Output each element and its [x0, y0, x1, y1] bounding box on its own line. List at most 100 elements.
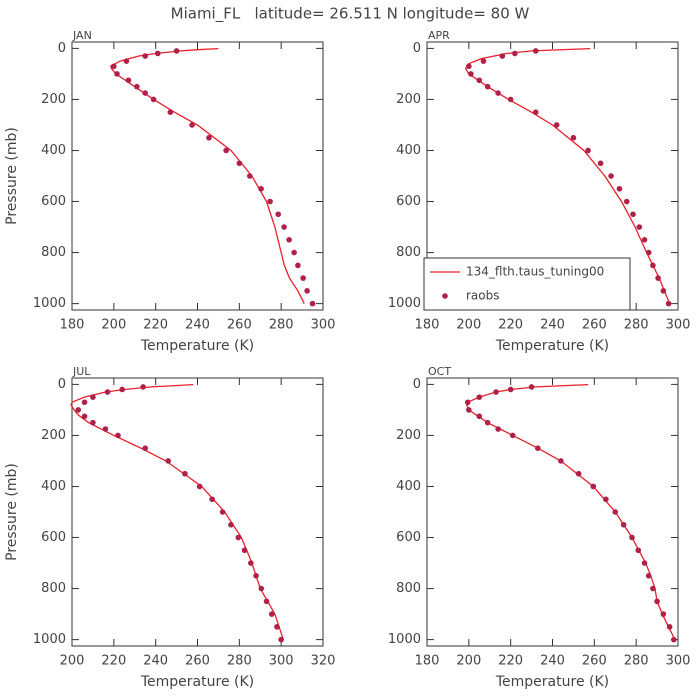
x-tick-label: 200	[456, 318, 481, 333]
obs-point	[278, 636, 284, 643]
y-tick-label: 0	[413, 41, 421, 56]
y-tick-label: 600	[396, 530, 421, 545]
obs-point	[466, 407, 472, 413]
obs-point	[90, 394, 96, 400]
obs-point	[660, 611, 667, 617]
obs-point	[142, 90, 149, 96]
obs-point	[645, 249, 652, 256]
obs-point	[495, 90, 501, 96]
profile-line	[70, 383, 284, 640]
obs-point	[476, 77, 483, 84]
x-tick-label: 280	[269, 318, 294, 333]
y-tick-label: 400	[396, 143, 421, 158]
obs-point	[532, 48, 539, 54]
panel: 180 200 220 240 260 280 300 0 200 400 600 800 1000 OC…	[388, 365, 691, 690]
x-tick-label: 300	[269, 654, 294, 669]
obs-point	[275, 211, 282, 218]
y-tick-label: 800	[41, 245, 66, 260]
panel: 200 220 240 260 280 300 320 0 200 400 600 800 1000 JU…	[4, 365, 335, 690]
obs-point	[263, 598, 270, 605]
x-tick-label: 300	[311, 318, 336, 333]
panel-title: JUL	[72, 365, 91, 378]
obs-point	[630, 211, 636, 218]
plot-frame	[426, 377, 679, 647]
x-tick-label: 300	[666, 654, 691, 669]
obs-point	[484, 419, 491, 426]
y-tick-label: 1000	[388, 632, 421, 647]
obs-point	[655, 275, 661, 281]
obs-point	[142, 445, 149, 451]
obs-point	[466, 63, 472, 70]
x-tick-label: 300	[666, 318, 691, 333]
obs-point	[641, 560, 648, 566]
obs-point	[608, 173, 614, 179]
obs-point	[267, 198, 273, 205]
y-axis-label: Pressure (mb)	[4, 127, 20, 225]
obs-point	[499, 53, 506, 59]
obs-point	[484, 83, 491, 90]
y-tick-label: 200	[396, 92, 421, 107]
obs-point	[623, 198, 630, 205]
y-axis-label: Pressure (mb)	[4, 463, 20, 561]
obs-point	[286, 237, 292, 243]
y-tick-label: 200	[41, 428, 66, 443]
obs-point	[111, 63, 117, 70]
x-tick-label: 240	[540, 654, 565, 669]
obs-point	[476, 394, 483, 400]
obs-point	[182, 470, 188, 477]
panel-title: APR	[428, 29, 450, 42]
obs-point	[134, 83, 140, 90]
x-tick-label: 320	[311, 654, 336, 669]
obs-point	[507, 96, 514, 103]
obs-point	[509, 432, 516, 439]
obs-point	[650, 262, 656, 269]
obs-point	[603, 496, 609, 503]
panel: 180 200 220 240 260 280 300 0 200 400 600 800 1000 JA…	[4, 29, 335, 354]
obs-point	[123, 58, 130, 64]
y-tick-label: 0	[413, 377, 421, 392]
obs-point	[248, 560, 254, 566]
y-tick-label: 0	[58, 41, 66, 56]
x-tick-label: 200	[456, 654, 481, 669]
obs-point	[235, 534, 242, 541]
obs-point	[590, 483, 597, 490]
profile-line	[109, 47, 305, 304]
obs-point	[512, 50, 518, 57]
y-tick-label: 400	[41, 143, 66, 158]
obs-point	[75, 407, 82, 413]
obs-point	[629, 534, 635, 541]
y-tick-label: 1000	[33, 296, 66, 311]
panel: 180 200 220 240 260 280 300 0 200 400 600 800 1000 AP…	[388, 29, 691, 354]
obs-point	[291, 249, 297, 256]
obs-point	[268, 611, 275, 617]
obs-point	[140, 384, 146, 390]
profile-line	[465, 383, 676, 640]
obs-point	[125, 77, 132, 84]
obs-point	[660, 288, 667, 294]
obs-point	[90, 419, 96, 426]
figure-title: Miami_FL latitude= 26.511 N longitude= 8…	[171, 5, 530, 24]
obs-point	[281, 224, 287, 230]
obs-point	[645, 573, 652, 579]
obs-point	[585, 147, 591, 154]
x-tick-label: 200	[60, 654, 85, 669]
x-tick-label: 200	[101, 318, 126, 333]
y-tick-label: 200	[41, 92, 66, 107]
x-tick-label: 240	[540, 318, 565, 333]
x-tick-label: 180	[60, 318, 85, 333]
obs-point	[468, 71, 474, 77]
obs-point	[167, 109, 174, 115]
obs-point	[666, 624, 673, 630]
x-tick-label: 280	[624, 318, 649, 333]
obs-point	[165, 458, 172, 464]
obs-point	[114, 71, 120, 77]
obs-point	[253, 573, 259, 579]
x-tick-label: 180	[415, 654, 440, 669]
x-tick-label: 280	[227, 654, 252, 669]
x-tick-label: 220	[101, 654, 126, 669]
obs-point	[309, 300, 316, 307]
obs-point	[558, 458, 564, 464]
legend-dot	[442, 293, 448, 299]
x-tick-label: 280	[624, 654, 649, 669]
legend-box	[423, 257, 631, 311]
